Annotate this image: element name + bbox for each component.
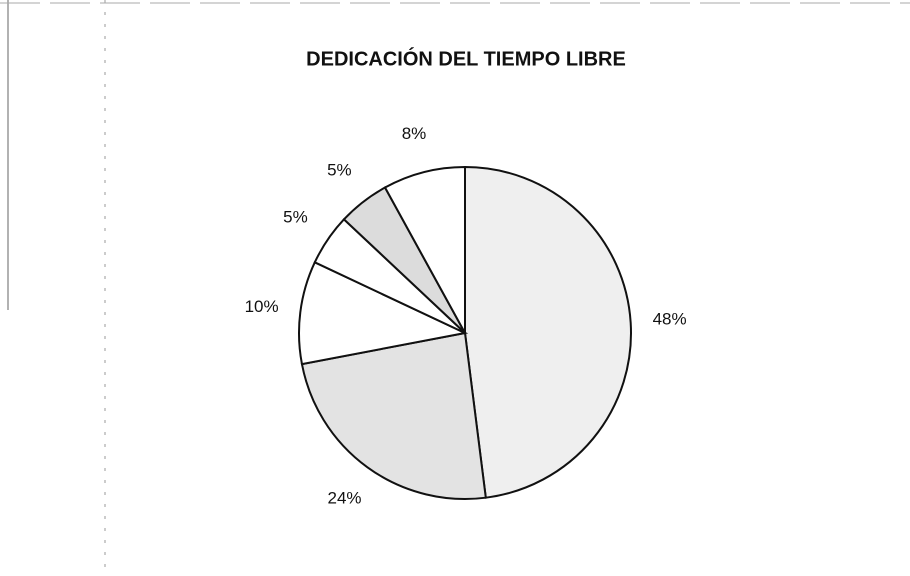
pie-slice [298, 260, 469, 366]
pie-slice [464, 165, 632, 499]
slice-label: 10% [245, 297, 279, 316]
pie-slice [383, 165, 466, 334]
slice-label: 8% [402, 124, 427, 143]
pie-slice [300, 331, 487, 500]
slice-label: 24% [327, 488, 361, 507]
chart-title: DEDICACIÓN DEL TIEMPO LIBRE [306, 46, 626, 70]
slice-label: 48% [653, 310, 687, 329]
slice-label: 5% [283, 207, 308, 226]
slice-label: 5% [327, 161, 352, 180]
